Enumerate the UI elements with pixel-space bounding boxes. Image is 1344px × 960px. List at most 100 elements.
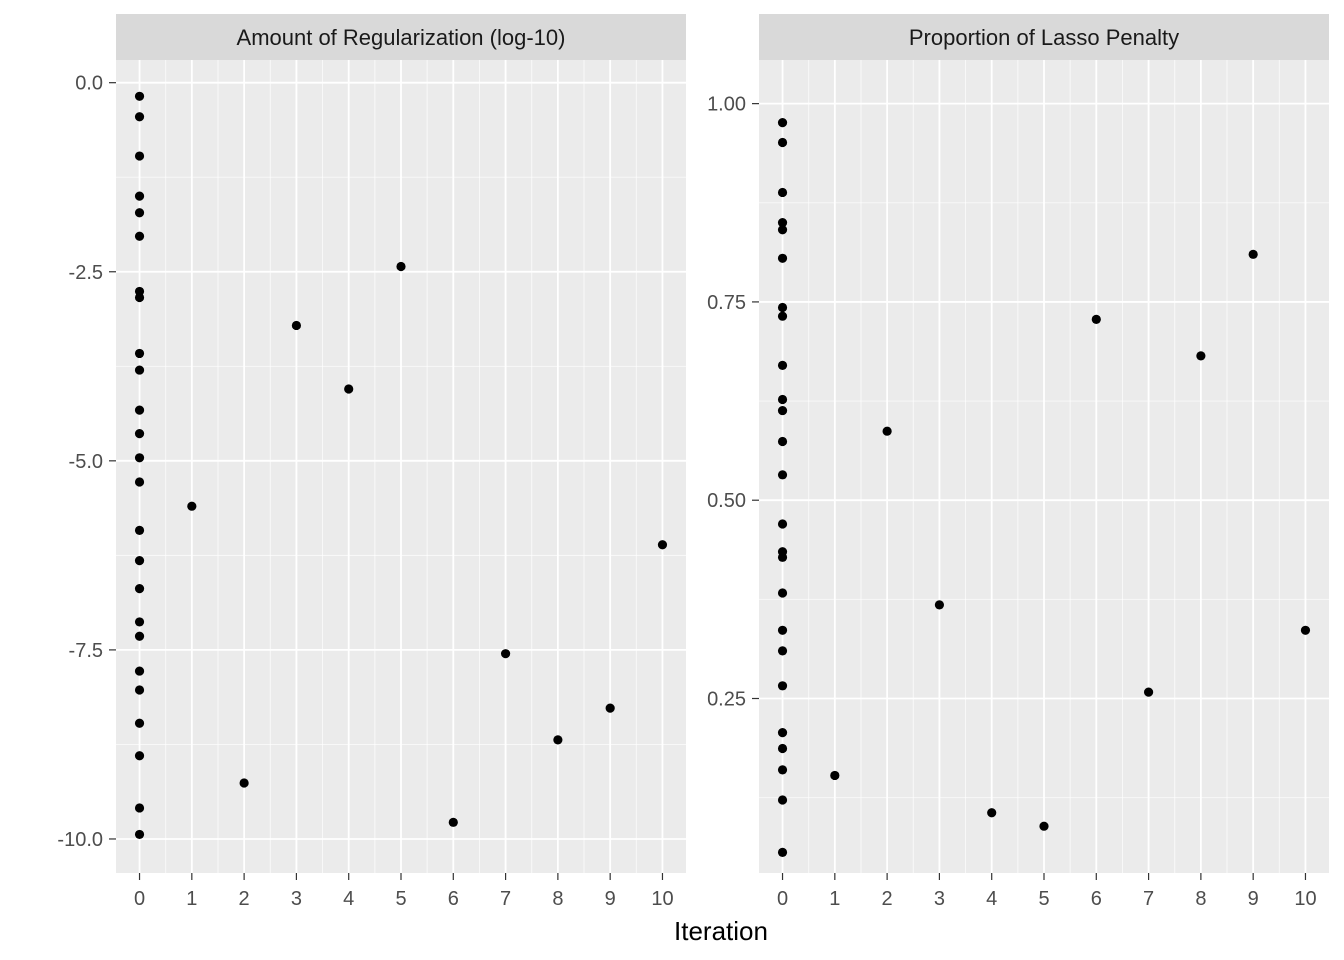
data-point: [987, 808, 997, 818]
data-point: [777, 728, 788, 738]
data-point: [1091, 314, 1101, 324]
x-tick-label: 8: [552, 888, 563, 910]
data-point: [777, 470, 788, 480]
data-point: [134, 208, 145, 218]
data-point: [134, 584, 145, 594]
x-tick-label: 5: [395, 888, 406, 910]
data-point: [134, 365, 145, 375]
x-tick-label: 1: [186, 888, 197, 910]
y-tick-label: 0.75: [707, 292, 746, 314]
data-point: [134, 429, 145, 439]
data-point: [934, 600, 945, 610]
facet-strip-title: Amount of Regularization (log-10): [237, 25, 566, 50]
data-point: [134, 348, 145, 359]
facet-strip-title: Proportion of Lasso Penalty: [909, 25, 1179, 50]
data-point: [830, 770, 840, 781]
data-points: [777, 118, 1311, 857]
x-tick-label: 9: [605, 888, 616, 910]
data-point: [134, 112, 145, 122]
data-point: [134, 666, 145, 676]
x-tick-label: 10: [1294, 888, 1316, 910]
x-axis-title: Iteration: [674, 916, 768, 946]
x-tick-label: 6: [448, 888, 459, 910]
y-tick-label: 0.50: [707, 490, 746, 512]
data-point: [291, 320, 302, 331]
facet-panel-1: Amount of Regularization (log-10) 0 1 2 3 4 5 6…: [57, 14, 686, 910]
facet-strip: [116, 14, 686, 60]
data-point: [134, 405, 145, 415]
data-point: [134, 292, 145, 303]
data-point: [777, 552, 788, 562]
data-point: [1143, 687, 1154, 697]
data-point: [344, 384, 354, 394]
data-point: [187, 501, 197, 511]
x-tick-label: 3: [934, 888, 945, 910]
data-point: [777, 795, 788, 805]
data-point: [134, 718, 145, 728]
gridlines: [759, 60, 1329, 873]
data-point: [134, 453, 145, 463]
x-tick-label: 5: [1038, 888, 1049, 910]
data-point: [134, 617, 145, 627]
x-tick-label: 8: [1195, 888, 1206, 910]
data-point: [605, 703, 615, 713]
data-point: [134, 685, 145, 695]
data-point: [777, 311, 788, 321]
data-point: [239, 778, 249, 788]
y-tick-label: -5.0: [69, 451, 103, 473]
x-tick-label: 10: [651, 888, 673, 910]
data-point: [777, 436, 788, 447]
data-point: [777, 646, 788, 656]
x-tick-label: 1: [829, 888, 840, 910]
data-point: [553, 735, 563, 745]
data-point: [134, 231, 145, 241]
data-point: [777, 405, 788, 416]
data-point: [777, 765, 788, 775]
data-point: [500, 649, 511, 659]
data-point: [134, 751, 145, 761]
data-point: [777, 118, 788, 128]
data-point: [134, 91, 145, 101]
data-point: [777, 253, 788, 263]
y-tick-label: 0.0: [75, 73, 103, 95]
x-tick-label: 4: [343, 888, 354, 910]
data-point: [777, 225, 788, 235]
y-tick-label: -10.0: [57, 829, 103, 851]
data-point: [134, 151, 145, 161]
data-point: [657, 540, 668, 550]
facet-strip: [759, 14, 1329, 60]
x-tick-label: 7: [1143, 888, 1154, 910]
data-point: [134, 803, 145, 813]
data-point: [777, 743, 788, 754]
data-point: [134, 477, 145, 487]
y-tick-label: -2.5: [69, 262, 103, 284]
data-point: [777, 302, 788, 313]
data-point: [1248, 249, 1258, 259]
data-point: [448, 817, 458, 827]
data-point: [1039, 821, 1049, 831]
data-point: [777, 394, 788, 405]
x-tick-label: 2: [239, 888, 250, 910]
data-point: [134, 556, 145, 566]
x-tick-label: 7: [500, 888, 511, 910]
data-point: [396, 261, 406, 272]
data-point: [777, 847, 788, 857]
data-points: [134, 91, 668, 840]
data-point: [777, 218, 788, 228]
data-point: [777, 681, 788, 691]
data-point: [134, 829, 145, 840]
y-tick-label: -7.5: [69, 640, 103, 662]
data-point: [882, 426, 892, 436]
x-tick-label: 0: [134, 888, 145, 910]
x-tick-label: 9: [1248, 888, 1259, 910]
x-tick-label: 2: [882, 888, 893, 910]
data-point: [777, 625, 788, 635]
data-point: [134, 631, 145, 641]
y-tick-label: 0.25: [707, 689, 746, 711]
x-tick-label: 6: [1091, 888, 1102, 910]
data-point: [1300, 625, 1311, 635]
chart-panels: Amount of Regularization (log-10) 0 1 2 3 4 5 6…: [57, 14, 1329, 910]
data-point: [777, 519, 788, 529]
data-point: [777, 588, 788, 598]
